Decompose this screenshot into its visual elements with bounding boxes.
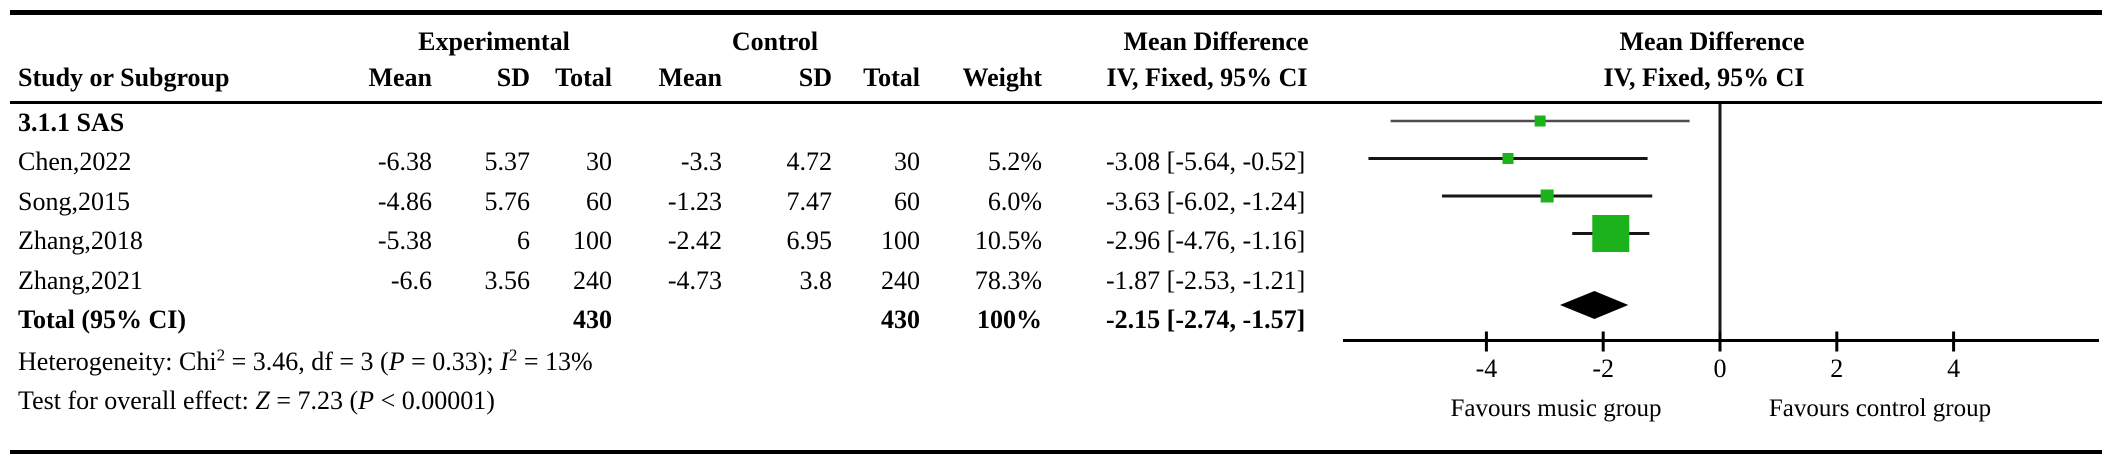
- study-row-0-cell-3: -3.3: [680, 147, 722, 176]
- axis-tick-label-2: 2: [1830, 354, 1843, 383]
- top-border: [10, 10, 2102, 15]
- col-header-mean-3: Mean: [658, 63, 722, 92]
- study-row-2-label: Zhang,2018: [18, 226, 143, 255]
- study-row-1-cell-6: 6.0%: [987, 186, 1042, 216]
- effect-marker-Song,2015: [1502, 153, 1514, 164]
- bottom-border: [10, 450, 2102, 454]
- study-row-0-cell-0: -6.38: [377, 147, 432, 176]
- effect-marker-Zhang,2021: [1592, 215, 1630, 252]
- md-text-column-subtitle: IV, Fixed, 95% CI: [1106, 63, 1308, 92]
- study-row-2-cell-5: 100: [881, 226, 920, 255]
- axis-tick-label-0: 0: [1714, 354, 1727, 383]
- study-row-3-cell-5: 240: [881, 265, 920, 295]
- study-row-3-cell-6: 78.3%: [974, 265, 1042, 295]
- total-row-md-ci: -2.15 [-2.74, -1.57]: [1106, 305, 1306, 334]
- study-row-1-cell-4: 7.47: [786, 186, 833, 216]
- study-row-1-cell-5: 60: [894, 186, 920, 216]
- study-row-2-cell-4: 6.95: [786, 226, 833, 255]
- col-group-experimental: Experimental: [418, 27, 570, 56]
- study-row-0-md-ci: -3.08 [-5.64, -0.52]: [1106, 147, 1306, 176]
- favours-right-label: Favours control group: [1769, 395, 1991, 422]
- heterogeneity-line: Heterogeneity: Chi2 = 3.46, df = 3 (P = …: [18, 345, 593, 376]
- md-text-column-title: Mean Difference: [1123, 27, 1309, 56]
- col-header-study: Study or Subgroup: [18, 63, 230, 92]
- study-row-2-cell-3: -2.42: [667, 226, 722, 255]
- col-header-sd-1: SD: [496, 63, 530, 92]
- study-row-3-label: Zhang,2021: [18, 265, 143, 295]
- study-row-1-md-ci: -3.63 [-6.02, -1.24]: [1106, 186, 1306, 216]
- total-row-cell-6: 100%: [977, 305, 1042, 334]
- col-header-total-5: Total: [863, 63, 920, 92]
- axis-tick-label-4: 4: [1947, 354, 1960, 383]
- md-plot-column-subtitle: IV, Fixed, 95% CI: [1603, 63, 1805, 92]
- study-row-0-cell-6: 5.2%: [987, 147, 1042, 176]
- study-row-0-cell-2: 30: [586, 147, 612, 176]
- effect-marker-Zhang,2018: [1540, 189, 1554, 203]
- header-divider: [10, 101, 2102, 104]
- col-header-mean-0: Mean: [368, 63, 432, 92]
- study-row-0-cell-1: 5.37: [484, 147, 531, 176]
- axis-tick-label--2: -2: [1592, 354, 1614, 383]
- study-row-3-cell-1: 3.56: [484, 265, 531, 295]
- study-row-1-label: Song,2015: [18, 186, 130, 216]
- study-row-3-cell-3: -4.73: [667, 265, 722, 295]
- study-row-1-cell-1: 5.76: [484, 186, 531, 216]
- study-row-2-cell-0: -5.38: [377, 226, 432, 255]
- study-row-1-cell-2: 60: [586, 186, 612, 216]
- col-header-total-2: Total: [555, 63, 612, 92]
- study-row-3-md-ci: -1.87 [-2.53, -1.21]: [1106, 265, 1306, 295]
- total-row-label: Total (95% CI): [18, 305, 187, 334]
- effect-marker-Chen,2022: [1534, 115, 1546, 127]
- col-group-control: Control: [731, 27, 819, 56]
- study-row-3-cell-0: -6.6: [390, 265, 432, 295]
- study-row-1-cell-0: -4.86: [377, 186, 432, 216]
- col-header-weight-6: Weight: [962, 63, 1042, 92]
- study-row-0-label: Chen,2022: [18, 147, 132, 176]
- study-row-0-cell-4: 4.72: [786, 147, 833, 176]
- study-row-1-cell-3: -1.23: [667, 186, 722, 216]
- study-row-2-cell-6: 10.5%: [974, 226, 1042, 255]
- subgroup-heading: 3.1.1 SAS: [18, 108, 125, 137]
- study-row-2-cell-2: 100: [573, 226, 612, 255]
- study-row-3-cell-2: 240: [573, 265, 612, 295]
- total-row-cell-2: 430: [573, 305, 612, 334]
- axis-tick-label--4: -4: [1476, 354, 1498, 383]
- pooled-effect-diamond: [1559, 291, 1629, 319]
- overall-effect-line: Test for overall effect: Z = 7.23 (P < 0…: [18, 386, 495, 415]
- study-row-0-cell-5: 30: [894, 147, 920, 176]
- study-row-2-cell-1: 6: [517, 226, 530, 255]
- study-row-3-cell-4: 3.8: [799, 265, 833, 295]
- total-row-cell-5: 430: [881, 305, 920, 334]
- study-row-2-md-ci: -2.96 [-4.76, -1.16]: [1106, 226, 1306, 255]
- md-plot-column-title: Mean Difference: [1619, 27, 1805, 56]
- favours-left-label: Favours music group: [1450, 395, 1661, 422]
- col-header-sd-4: SD: [798, 63, 832, 92]
